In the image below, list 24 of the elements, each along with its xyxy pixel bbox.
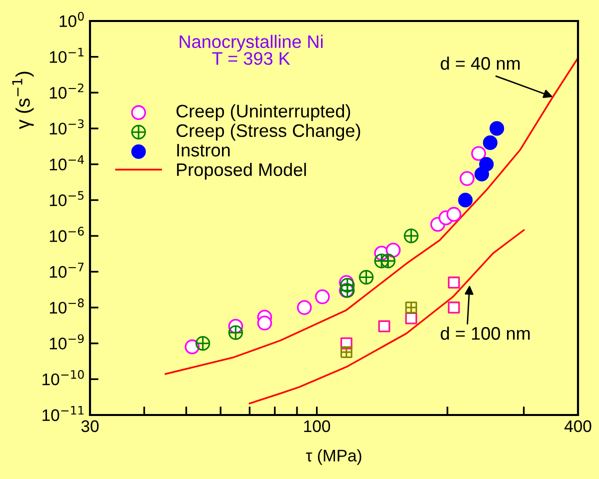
y-tick-label: 10$^{−6}$ bbox=[50, 226, 84, 242]
annotation: d = 40 nm bbox=[440, 56, 520, 70]
legend-label: Creep (Stress Change) bbox=[176, 124, 360, 141]
y-tick-label: 10$^{−9}$ bbox=[50, 334, 84, 350]
y-tick-label: 10$^{0}$ bbox=[60, 12, 84, 28]
x-tick-label: 400 bbox=[564, 420, 592, 432]
x-tick-label: 100 bbox=[304, 420, 330, 432]
legend-label: Proposed Model bbox=[177, 162, 306, 180]
legend-label: Creep (Uninterrupted) bbox=[176, 104, 350, 122]
y-tick-label: 10$^{−11}$ bbox=[42, 406, 84, 422]
x-axis-title: τ (MPa) bbox=[306, 449, 362, 465]
annotation: d = 100 nm bbox=[440, 326, 530, 340]
y-tick-label: 10$^{−1}$ bbox=[50, 48, 84, 63]
annotation: Nanocrystalline Ni T = 393 K bbox=[180, 34, 323, 65]
legend-label: Instron bbox=[177, 144, 230, 157]
y-tick-label: 10$^{−4}$ bbox=[50, 155, 84, 170]
y-tick-label: 10$^{−8}$ bbox=[50, 298, 84, 314]
y-tick-label: 10$^{−10}$ bbox=[42, 370, 84, 386]
x-tick-label: 30 bbox=[81, 420, 99, 432]
y-tick-label: 10$^{−7}$ bbox=[50, 262, 84, 278]
y-axis-title: γ (s$^{−1}$) bbox=[12, 72, 34, 130]
y-tick-label: 10$^{−5}$ bbox=[50, 191, 84, 206]
y-tick-label: 10$^{−2}$ bbox=[50, 84, 84, 99]
y-tick-label: 10$^{−3}$ bbox=[50, 119, 84, 135]
